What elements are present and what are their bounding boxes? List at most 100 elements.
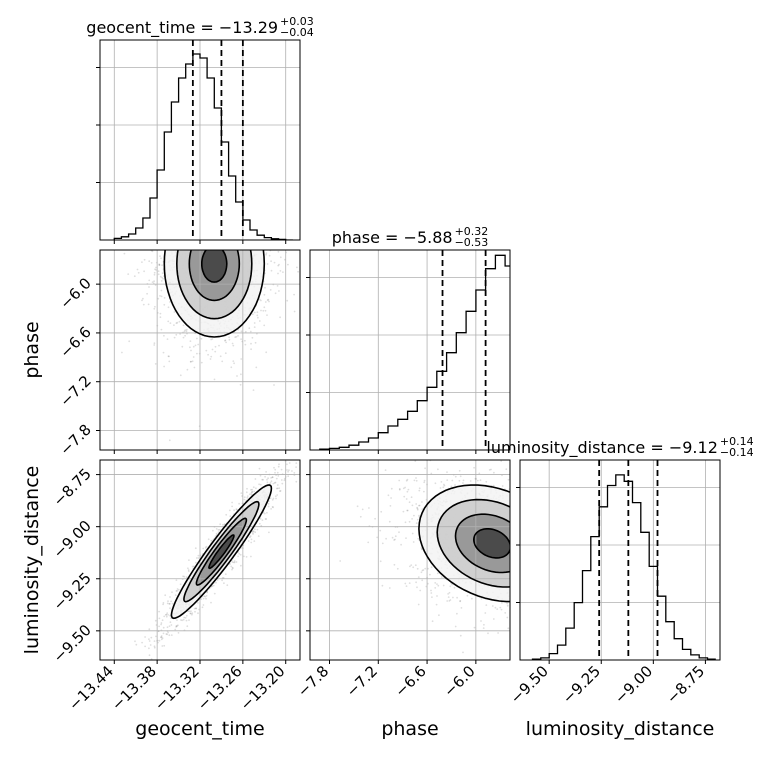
sample-point [276,471,279,474]
sample-point [155,635,157,638]
sample-point [422,569,425,571]
sample-point [404,521,407,524]
sample-point [253,326,256,328]
sample-point [434,582,437,584]
sample-point [251,313,254,316]
sample-point [297,270,299,273]
sample-point [252,532,254,534]
sample-point [421,508,424,510]
sample-point [250,348,253,351]
sample-point [274,292,277,295]
sample-point [293,310,296,313]
x-axis-label: phase [381,718,438,740]
sample-point [197,557,200,559]
sample-point [210,539,213,542]
sample-point [168,625,171,627]
sample-point [273,450,275,452]
contours-phase_vs_luminosity_distance [418,484,510,603]
sample-point [451,479,454,482]
sample-point [161,645,164,647]
sample-point [409,565,411,568]
sample-point [438,614,440,617]
sample-point [237,555,240,558]
sample-point [194,610,196,613]
sample-point [250,541,253,544]
sample-point [424,567,427,570]
y-axis-label: luminosity_distance [21,466,43,655]
sample-point [258,298,261,301]
sample-point [141,661,143,663]
sample-point [170,624,173,626]
sample-point [153,280,156,283]
sample-point [266,481,269,484]
sample-point [161,276,164,279]
sample-point [430,592,433,594]
sample-point [180,619,182,621]
sample-point [287,470,289,473]
sample-point [283,477,286,480]
sample-point [182,324,185,327]
sample-point [160,636,163,639]
sample-point [256,314,259,317]
sample-point [230,366,233,369]
sample-point [480,620,482,622]
sample-point [176,588,179,590]
sample-point [127,273,130,275]
sample-point [189,360,192,363]
sample-point [183,330,186,333]
sample-point [250,493,253,496]
sample-point [229,563,232,565]
sample-point [417,576,420,578]
sample-point [416,508,419,511]
sample-point [423,481,426,484]
title-lower-error: −0.53 [455,236,489,249]
sample-point [278,263,280,266]
sample-point [416,567,419,570]
sample-point [500,460,503,462]
sample-point [128,662,130,664]
sample-point [214,345,217,348]
sample-point [478,472,481,475]
sample-point [246,496,249,499]
sample-point [150,262,153,264]
sample-point [506,616,509,619]
sample-point [490,468,492,471]
sample-point [415,452,417,454]
sample-point [258,483,260,486]
sample-point [276,487,279,490]
sample-point [419,589,422,592]
sample-point [263,293,266,296]
density-geocent_time_vs_luminosity_distance [128,450,298,664]
sample-point [189,612,192,615]
sample-point [416,506,418,509]
sample-point [488,469,491,471]
contours-geocent_time_vs_phase [163,250,266,338]
sample-point [250,538,253,541]
sample-point [228,336,231,339]
sample-point [261,519,264,521]
sample-point [233,560,236,562]
sample-point [411,518,413,520]
sample-point [195,607,197,610]
x-tick-label: −6.0 [440,662,478,700]
sample-point [153,307,156,310]
sample-point [240,330,243,333]
sample-point [205,594,208,597]
sample-point [219,523,222,526]
sample-point [446,471,448,473]
sample-point [290,457,292,459]
x-tick-label: −9.50 [507,662,552,707]
sample-point [153,344,156,346]
sample-point [224,352,227,355]
sample-point [270,477,272,479]
sample-point [221,579,224,582]
sample-point [159,275,162,278]
sample-point [504,612,507,614]
sample-point [434,482,437,485]
y-tick-label: −6.0 [56,274,94,312]
sample-point [143,258,146,261]
sample-point [406,509,409,512]
sample-point [249,535,252,537]
sample-point [154,284,157,286]
sample-point [184,334,187,337]
